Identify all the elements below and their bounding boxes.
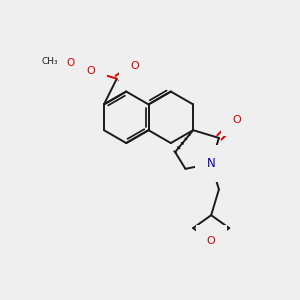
Text: O: O <box>207 236 216 246</box>
Text: CH₃: CH₃ <box>42 57 58 66</box>
Text: O: O <box>87 66 95 76</box>
Text: O: O <box>232 115 241 125</box>
Text: O: O <box>66 58 75 68</box>
Text: O: O <box>130 61 139 71</box>
Text: N: N <box>207 157 216 170</box>
